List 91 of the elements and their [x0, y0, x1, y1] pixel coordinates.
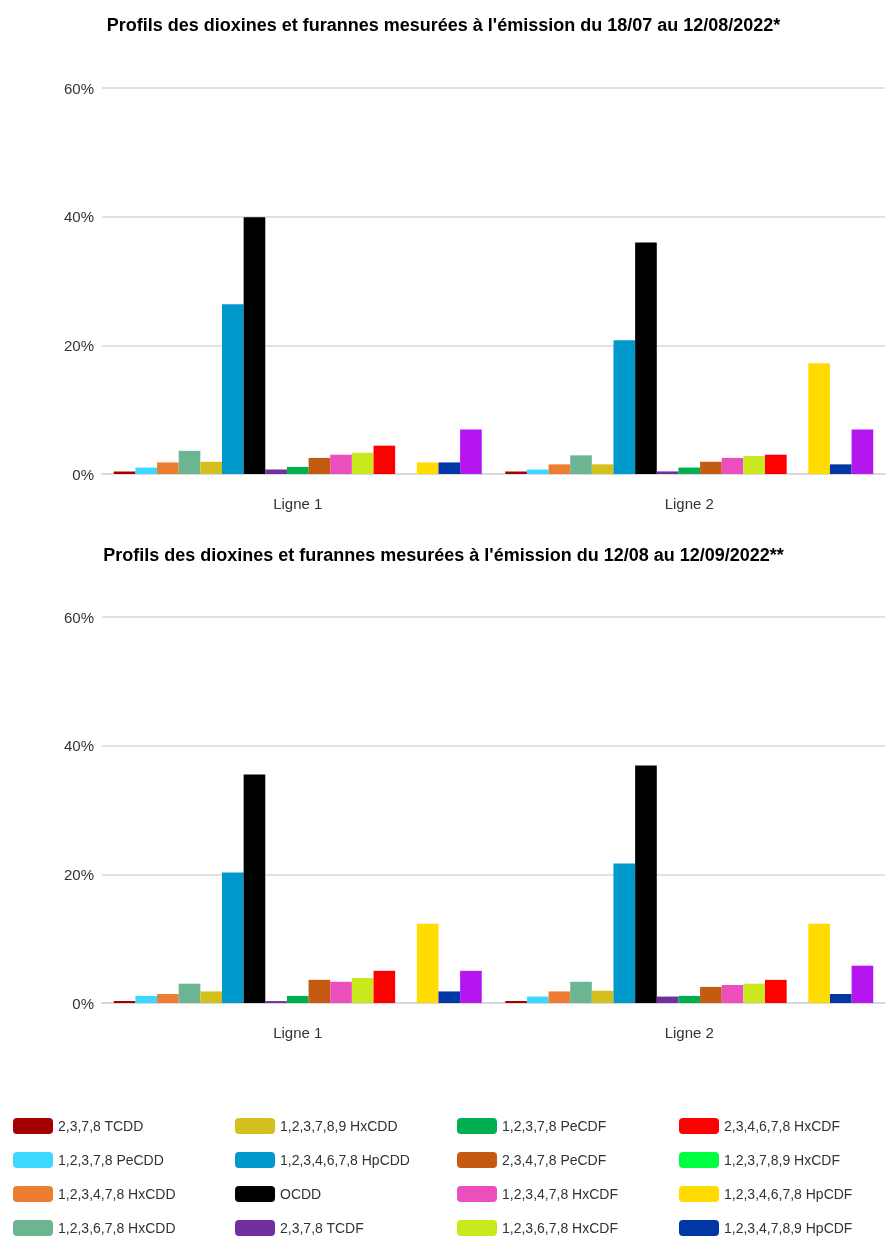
- bar: [570, 981, 592, 1003]
- bar: [200, 991, 222, 1003]
- bar: [438, 462, 461, 474]
- legend-label: 1,2,3,4,7,8 HxCDF: [502, 1186, 618, 1202]
- bar: [460, 970, 482, 1003]
- x-tick-label: Ligne 2: [664, 495, 714, 512]
- legend-label: 1,2,3,4,7,8 HxCDD: [58, 1186, 176, 1202]
- bar: [635, 242, 657, 474]
- bar: [373, 970, 396, 1003]
- legend-label: OCDD: [280, 1186, 322, 1202]
- bar: [351, 977, 374, 1003]
- bar: [808, 363, 830, 474]
- legend-label: 1,2,3,4,6,7,8 HpCDD: [280, 1152, 410, 1168]
- legend-label: 1,2,3,6,7,8 HxCDF: [502, 1220, 618, 1236]
- bar: [286, 466, 309, 474]
- bar: [721, 457, 744, 474]
- bar: [700, 461, 722, 474]
- legend-label: 1,2,3,4,6,7,8 HpCDF: [724, 1186, 853, 1202]
- bar: [613, 863, 636, 1003]
- bar: [743, 455, 766, 474]
- bar: [265, 469, 287, 474]
- bar: [851, 965, 874, 1003]
- y-tick-label: 40%: [63, 208, 94, 226]
- bar: [308, 979, 331, 1003]
- y-tick-label: 20%: [63, 865, 94, 883]
- bar: [678, 995, 701, 1003]
- bar: [765, 454, 787, 474]
- bar: [200, 461, 222, 474]
- bar: [678, 467, 701, 474]
- bar: [438, 991, 461, 1003]
- y-tick-label: 0%: [72, 994, 94, 1012]
- y-tick-label: 60%: [63, 79, 94, 97]
- y-tick-label: 40%: [63, 737, 94, 755]
- legend-label: 1,2,3,7,8,9 HxCDF: [724, 1152, 840, 1168]
- bar: [157, 993, 179, 1003]
- bar: [178, 983, 201, 1003]
- legend-label: 1,2,3,6,7,8 HxCDD: [58, 1220, 176, 1236]
- bar: [635, 765, 657, 1003]
- x-tick-label: Ligne 1: [273, 1024, 323, 1041]
- y-tick-label: 0%: [72, 465, 94, 483]
- legend-label: 2,3,4,6,7,8 HxCDF: [724, 1118, 840, 1134]
- bar: [700, 986, 722, 1003]
- legend-label: 1,2,3,7,8 PeCDF: [502, 1118, 607, 1134]
- bar: [765, 979, 787, 1003]
- bar: [548, 991, 571, 1003]
- bar: [721, 984, 744, 1003]
- bar: [656, 996, 679, 1003]
- x-tick-label: Ligne 1: [273, 495, 323, 512]
- bar: [416, 923, 439, 1003]
- bar: [330, 454, 352, 474]
- bar: [526, 469, 549, 474]
- bar: [591, 464, 614, 474]
- bar: [548, 464, 571, 474]
- bar: [135, 467, 158, 474]
- bar: [591, 990, 614, 1003]
- bar: [221, 304, 244, 474]
- bar: [851, 429, 874, 474]
- y-tick-label: 60%: [63, 608, 94, 626]
- bar: [808, 923, 830, 1003]
- bar: [460, 429, 482, 474]
- bar: [656, 471, 679, 474]
- legend-label: 1,2,3,7,8 PeCDD: [58, 1152, 164, 1168]
- bar: [330, 981, 352, 1003]
- bar: [221, 872, 244, 1003]
- bar: [286, 995, 309, 1003]
- legend-label: 1,2,3,7,8,9 HxCDD: [280, 1118, 398, 1134]
- legend-label: 2,3,7,8 TCDF: [280, 1220, 364, 1236]
- bar: [505, 471, 527, 474]
- bar: [829, 993, 852, 1003]
- bar: [135, 995, 158, 1003]
- bar: [829, 464, 852, 474]
- bar: [373, 445, 396, 474]
- chart-title: Profils des dioxines et furannes mesurées à l'émission du 18/07 au 12/08/2022*: [106, 15, 781, 35]
- bar: [243, 217, 266, 474]
- bar: [743, 983, 766, 1003]
- bar: [157, 462, 179, 474]
- bar: [113, 471, 136, 474]
- bar: [243, 774, 266, 1003]
- x-tick-label: Ligne 2: [664, 1024, 714, 1041]
- chart-title: Profils des dioxines et furannes mesurées à l'émission du 12/08 au 12/09/2022**: [103, 545, 784, 565]
- legend-label: 2,3,7,8 TCDD: [58, 1118, 144, 1134]
- bar: [178, 450, 201, 474]
- y-tick-label: 20%: [63, 336, 94, 354]
- legend-label: 1,2,3,4,7,8,9 HpCDF: [724, 1220, 853, 1236]
- bar: [613, 340, 636, 474]
- bar: [308, 457, 331, 474]
- bar: [570, 455, 592, 474]
- bar: [416, 462, 439, 474]
- legend-label: 2,3,4,7,8 PeCDF: [502, 1152, 607, 1168]
- bar: [351, 452, 374, 474]
- bar: [526, 996, 549, 1003]
